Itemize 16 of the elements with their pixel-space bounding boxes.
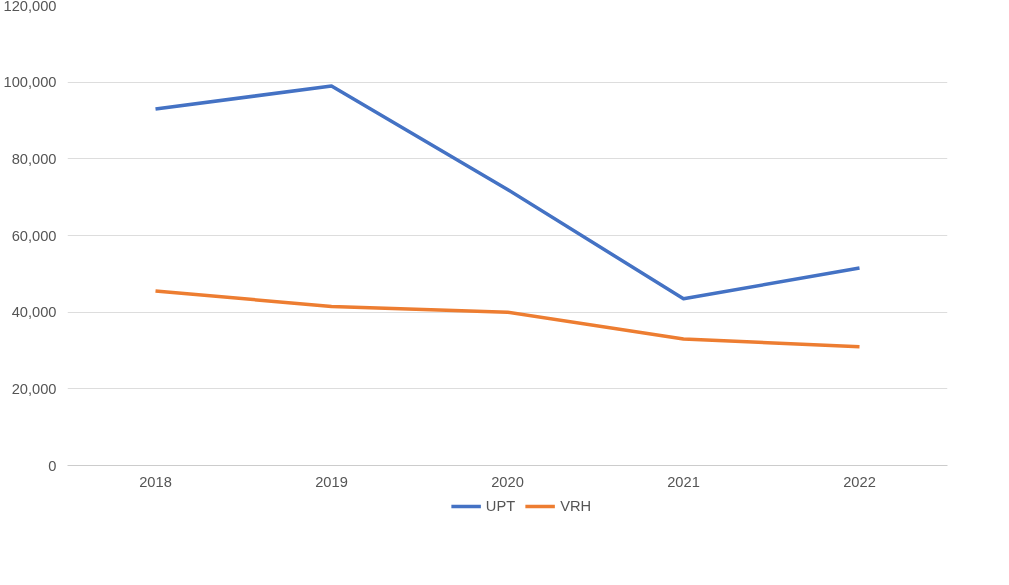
line-series xyxy=(153,84,862,301)
y-tick-label: 40,000 xyxy=(11,304,57,321)
x-tick-label: 2022 xyxy=(843,473,876,490)
y-tick-label: 20,000 xyxy=(11,380,57,397)
y-tick-label: 60,000 xyxy=(11,227,57,244)
x-tick-label: 2021 xyxy=(667,473,700,490)
y-tick-label: 0 xyxy=(48,457,57,474)
y-tick-label: 120,000 xyxy=(3,0,57,14)
x-tick-label: 2019 xyxy=(315,473,348,490)
x-tick-label: 2020 xyxy=(491,473,524,490)
y-tick-label: 80,000 xyxy=(11,150,57,167)
x-tick-label: 2018 xyxy=(139,473,172,490)
line-series xyxy=(153,289,862,349)
y-tick-label: 100,000 xyxy=(3,74,57,91)
legend-label: UPT xyxy=(485,498,516,514)
legend-label: VRH xyxy=(560,498,592,514)
